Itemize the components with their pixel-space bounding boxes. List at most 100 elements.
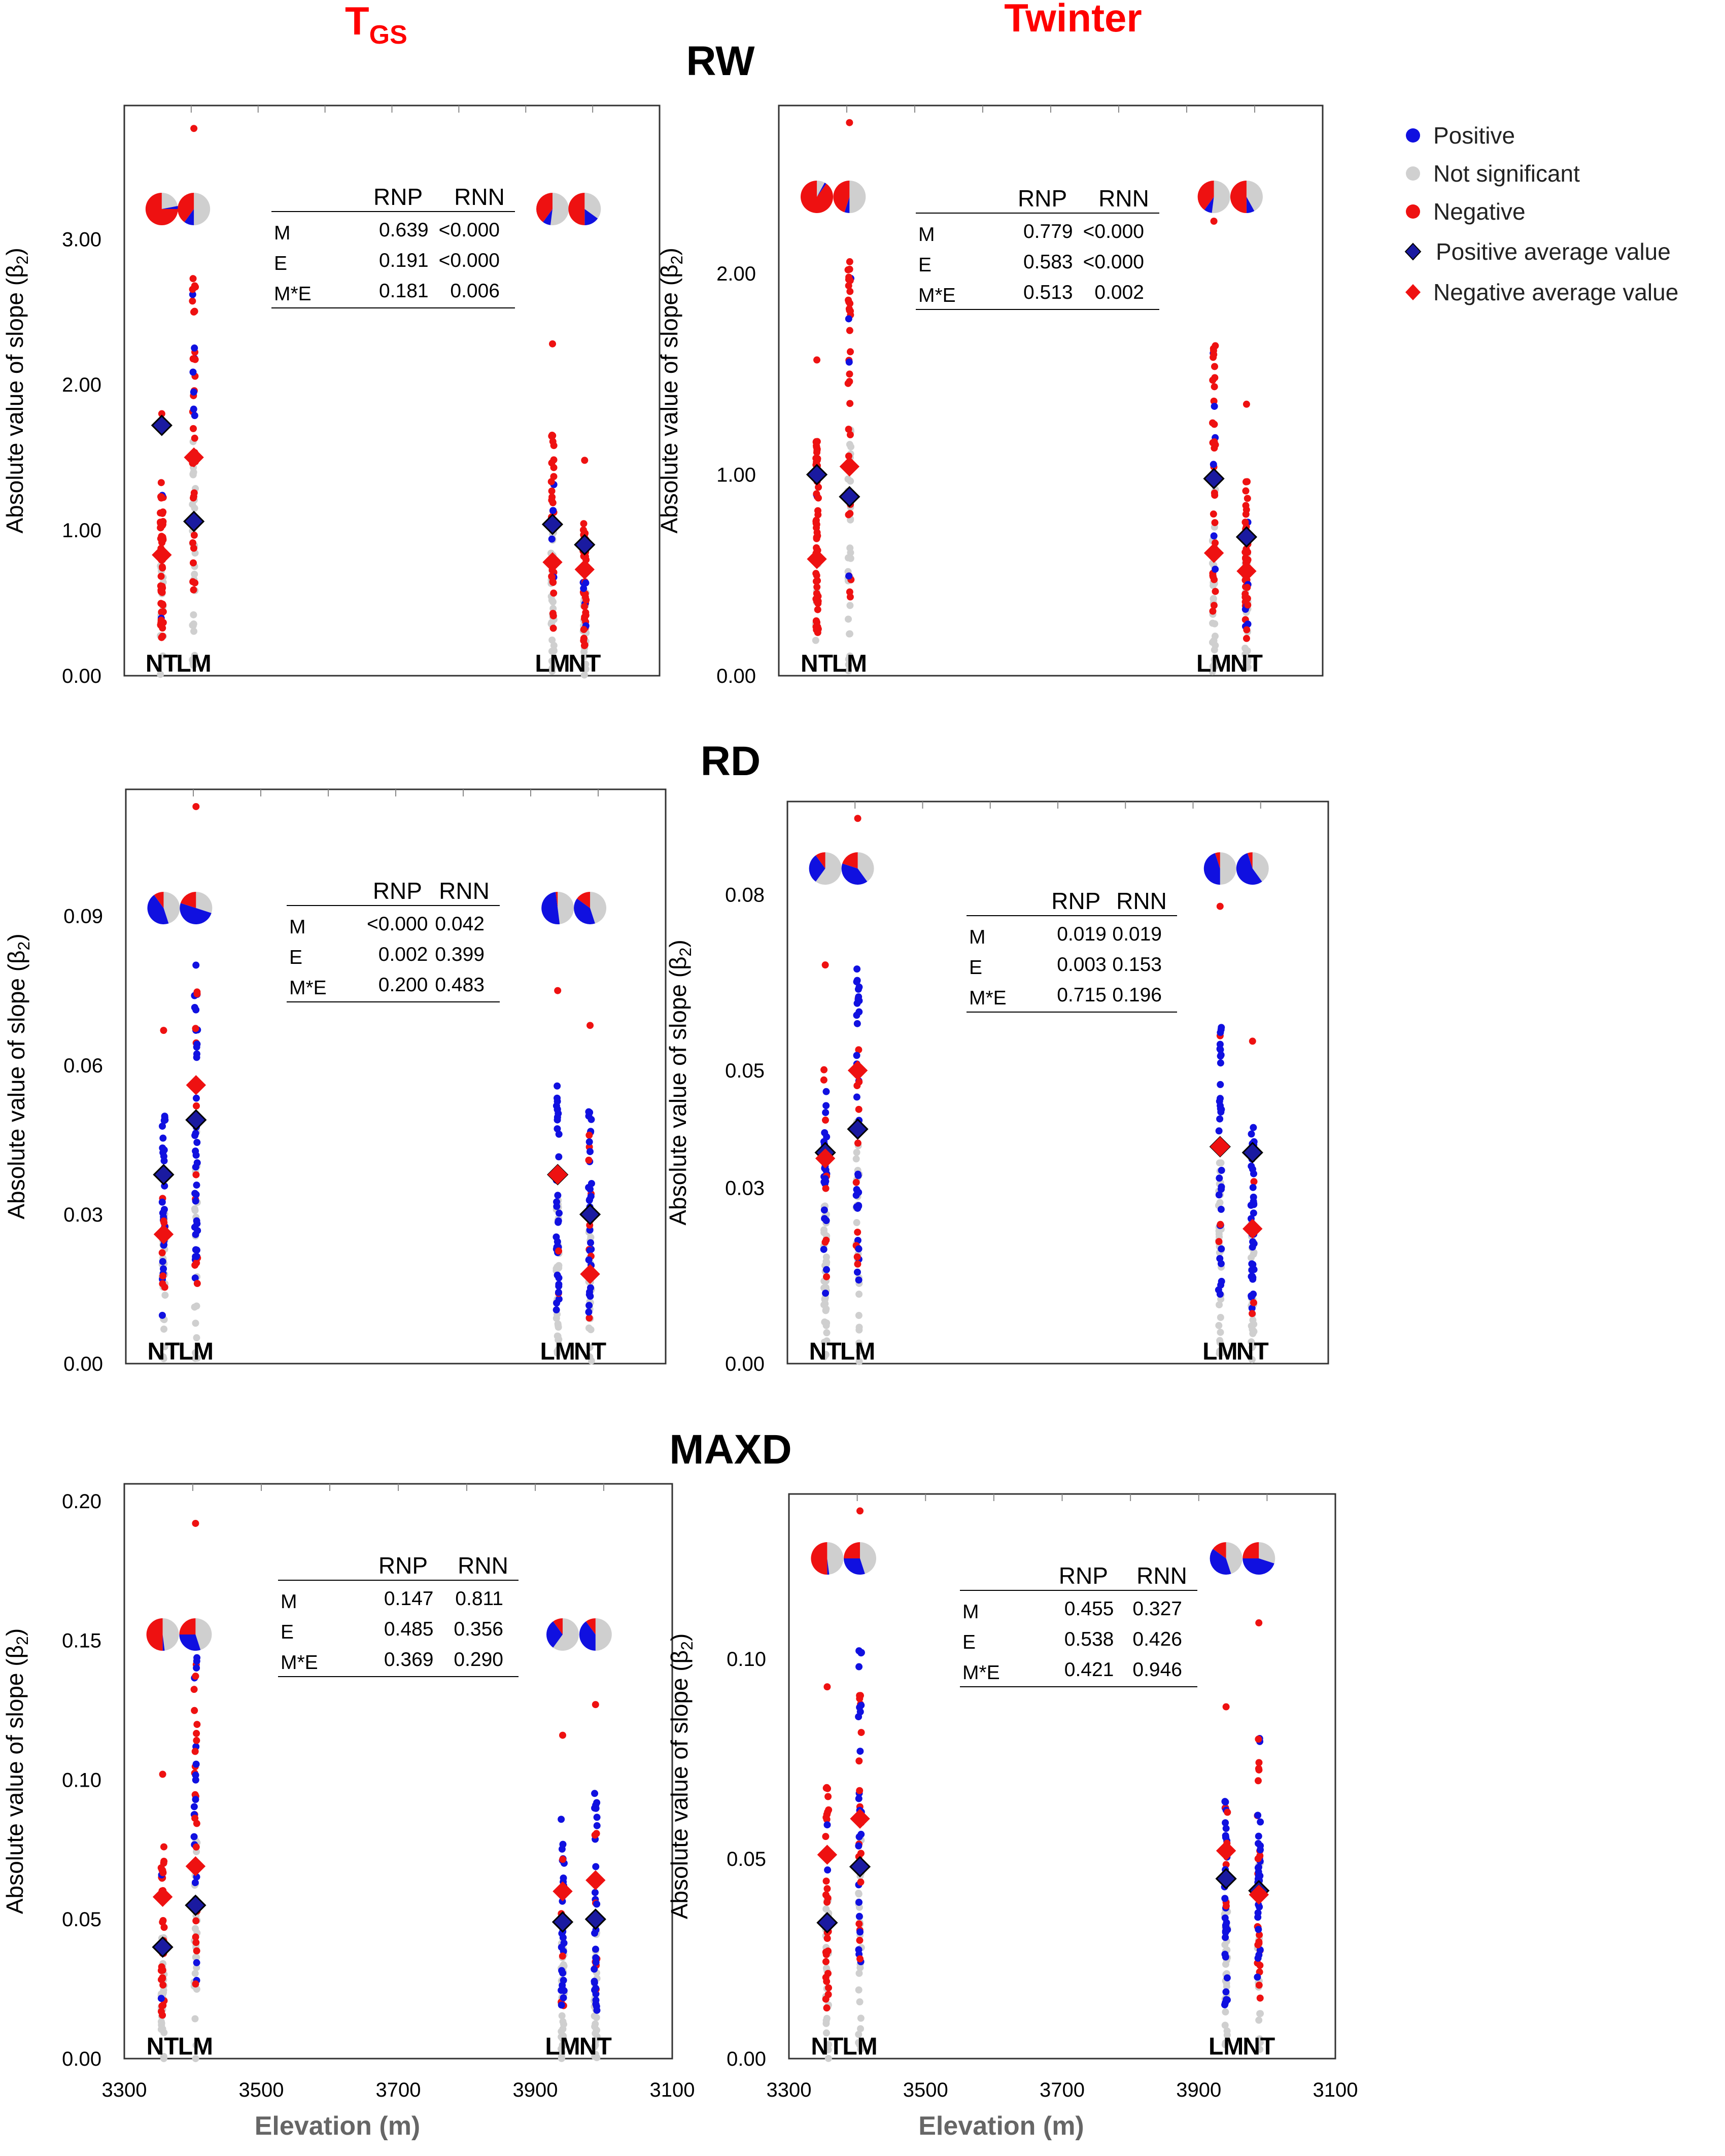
- data-point-ns: [855, 1312, 862, 1319]
- site-label: NT: [811, 2033, 843, 2060]
- data-point-max: [581, 457, 589, 464]
- data-point-pos: [192, 1197, 199, 1205]
- pie-slice-pos: [1210, 1549, 1231, 1575]
- data-point-ns: [1256, 2045, 1264, 2053]
- data-point-pos: [193, 1657, 200, 1665]
- data-point-neg: [549, 499, 557, 507]
- data-point-neg: [846, 258, 853, 265]
- data-point-ns: [192, 2041, 200, 2049]
- data-point-ns: [193, 1954, 200, 1961]
- stats-table: RNP RNN M 0.147 0.811 E 0.485 0.356 M*E 0.369 0.29…: [278, 1552, 519, 1677]
- pie-slice-pos: [1204, 197, 1214, 213]
- data-point-neg: [1211, 374, 1219, 381]
- data-point-neg: [159, 1869, 167, 1876]
- data-point-pos: [586, 1186, 594, 1193]
- table-row-label: E: [289, 947, 302, 968]
- site-group-lm: LM: [1196, 181, 1231, 677]
- site-group-lm: LM: [1209, 1542, 1244, 2060]
- data-point-neg: [813, 583, 821, 591]
- data-point-pos: [1249, 1261, 1257, 1268]
- negative-average-marker: [186, 1075, 206, 1095]
- data-point-neg: [550, 464, 558, 471]
- data-point-ns: [1216, 1199, 1224, 1206]
- data-point-neg: [823, 1273, 831, 1280]
- data-point-pos: [192, 1147, 199, 1155]
- pie-slice-ns: [196, 892, 213, 913]
- stats-table: RNP RNN M 0.455 0.327 E 0.538 0.426 M*E 0.421 0.94…: [960, 1562, 1197, 1687]
- pie-slice-neg: [811, 1542, 827, 1575]
- data-point-neg: [1255, 1735, 1262, 1743]
- data-point-pos: [1248, 1266, 1256, 1274]
- data-point-neg: [160, 1217, 167, 1225]
- positive-average-marker: [584, 1908, 606, 1930]
- data-point-neg: [824, 1793, 832, 1800]
- data-point-neg: [823, 2004, 831, 2012]
- data-point-neg: [813, 448, 820, 456]
- data-point-ns: [855, 1326, 863, 1334]
- data-point-ns: [555, 1336, 563, 1343]
- negative-average-marker: [152, 545, 172, 565]
- data-point-ns: [857, 2045, 865, 2053]
- data-point-neg: [1250, 1178, 1258, 1186]
- data-point-neg: [548, 487, 556, 495]
- data-point-ns: [191, 1970, 199, 1977]
- data-point-neg: [550, 456, 558, 464]
- site-group-nt: NT: [146, 1618, 179, 2062]
- data-point-pos: [823, 1133, 831, 1141]
- pie-slice-ns: [827, 1542, 844, 1575]
- data-point-neg: [1210, 347, 1217, 355]
- data-point-neg: [846, 510, 854, 517]
- data-point-ns: [845, 615, 852, 623]
- site-label: LM: [1196, 650, 1231, 677]
- data-point-neg: [1210, 397, 1218, 405]
- data-point-pos: [822, 1166, 830, 1174]
- data-point-pos: [821, 1175, 829, 1183]
- data-point-pos: [555, 1130, 563, 1138]
- data-point-pos: [192, 1246, 199, 1254]
- pie-slice-neg: [1247, 852, 1253, 868]
- data-point-pos: [193, 1253, 200, 1261]
- data-point-pos: [189, 368, 197, 376]
- data-point-pos: [853, 1012, 860, 1019]
- data-point-ns: [161, 1292, 169, 1299]
- data-point-neg: [856, 1692, 864, 1699]
- data-point-ns: [1222, 2039, 1229, 2047]
- table-cell-rnp: 0.538: [1064, 1628, 1114, 1650]
- legend-positive-label: Positive: [1433, 122, 1515, 149]
- data-point-neg: [845, 296, 852, 304]
- data-point-pos: [593, 1900, 601, 1908]
- legend-neg-avg-label: Negative average value: [1433, 279, 1678, 305]
- data-point-neg: [1209, 607, 1217, 615]
- data-point-pos: [558, 1846, 566, 1853]
- data-point-ns: [587, 1233, 595, 1241]
- data-point-max: [1216, 902, 1224, 910]
- data-point-neg: [580, 625, 588, 633]
- table-header-rnn: RNN: [439, 878, 490, 904]
- y-tick-label: 2.00: [716, 263, 756, 285]
- data-point-neg: [1211, 489, 1218, 497]
- positive-average-marker: [151, 414, 172, 436]
- data-point-pos: [856, 1928, 864, 1936]
- data-point-pos: [586, 1148, 594, 1156]
- positive-average-marker: [185, 1894, 206, 1916]
- data-point-neg: [191, 1748, 199, 1755]
- y-tick-label: 0.09: [63, 906, 103, 928]
- data-point-neg: [158, 2002, 166, 2010]
- pie-slice-pos: [817, 182, 826, 197]
- site-label: NT: [1230, 650, 1263, 677]
- data-point-ns: [558, 2055, 565, 2062]
- data-point-pos: [585, 1112, 593, 1120]
- table-row-label: M: [918, 224, 935, 246]
- data-point-ns: [855, 1986, 862, 1994]
- data-point-neg: [1256, 1962, 1264, 1969]
- data-point-pos: [821, 1215, 829, 1223]
- table-header-rnp: RNP: [1051, 888, 1100, 914]
- data-point-pos: [1254, 1973, 1261, 1981]
- table-row-label: M*E: [274, 283, 312, 305]
- table-cell-rnp: 0.181: [379, 280, 429, 302]
- data-point-pos: [856, 1748, 864, 1755]
- data-point-ns: [853, 1149, 860, 1156]
- data-point-pos: [587, 1193, 595, 1200]
- data-point-pos: [560, 1994, 567, 2002]
- data-point-neg: [1244, 595, 1251, 602]
